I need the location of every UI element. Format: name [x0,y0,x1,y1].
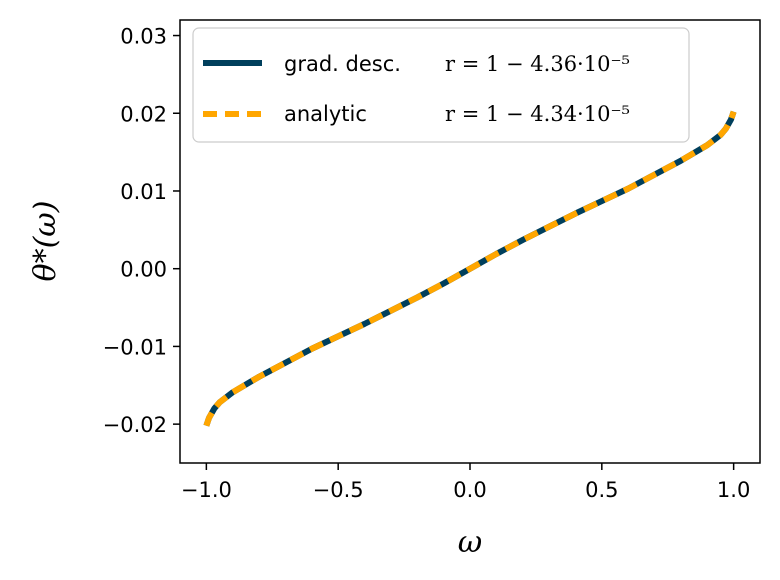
y-tick-label: −0.02 [103,413,167,437]
x-axis: −1.0 −0.5 0.0 0.5 1.0 [181,463,750,502]
y-axis: −0.02 −0.01 0.00 0.01 0.02 0.03 [103,25,180,437]
x-tick-label: −0.5 [313,478,364,502]
legend-label-analytic: analytic [284,102,367,126]
legend-label-grad-desc: grad. desc. [284,52,401,76]
y-tick-label: −0.01 [103,335,167,359]
x-tick-label: 0.0 [453,478,486,502]
series-line-analytic [203,110,737,427]
legend-frame [192,27,690,143]
y-axis-label: θ*(ω) [28,201,63,282]
y-tick-label: 0.02 [120,102,167,126]
legend-annotation-analytic: r = 1 − 4.34·10⁻⁵ [445,102,630,126]
y-tick-label: 0.01 [120,180,167,204]
legend: grad. desc. r = 1 − 4.36·10⁻⁵ analytic r… [192,27,690,143]
legend-annotation-grad-desc: r = 1 − 4.36·10⁻⁵ [445,52,630,76]
y-tick-label: 0.00 [120,258,167,282]
x-axis-label: ω [458,525,482,560]
x-tick-label: −1.0 [181,478,232,502]
y-tick-label: 0.03 [120,25,167,49]
x-tick-label: 1.0 [717,478,750,502]
plot-area [203,110,737,427]
x-tick-label: 0.5 [585,478,618,502]
